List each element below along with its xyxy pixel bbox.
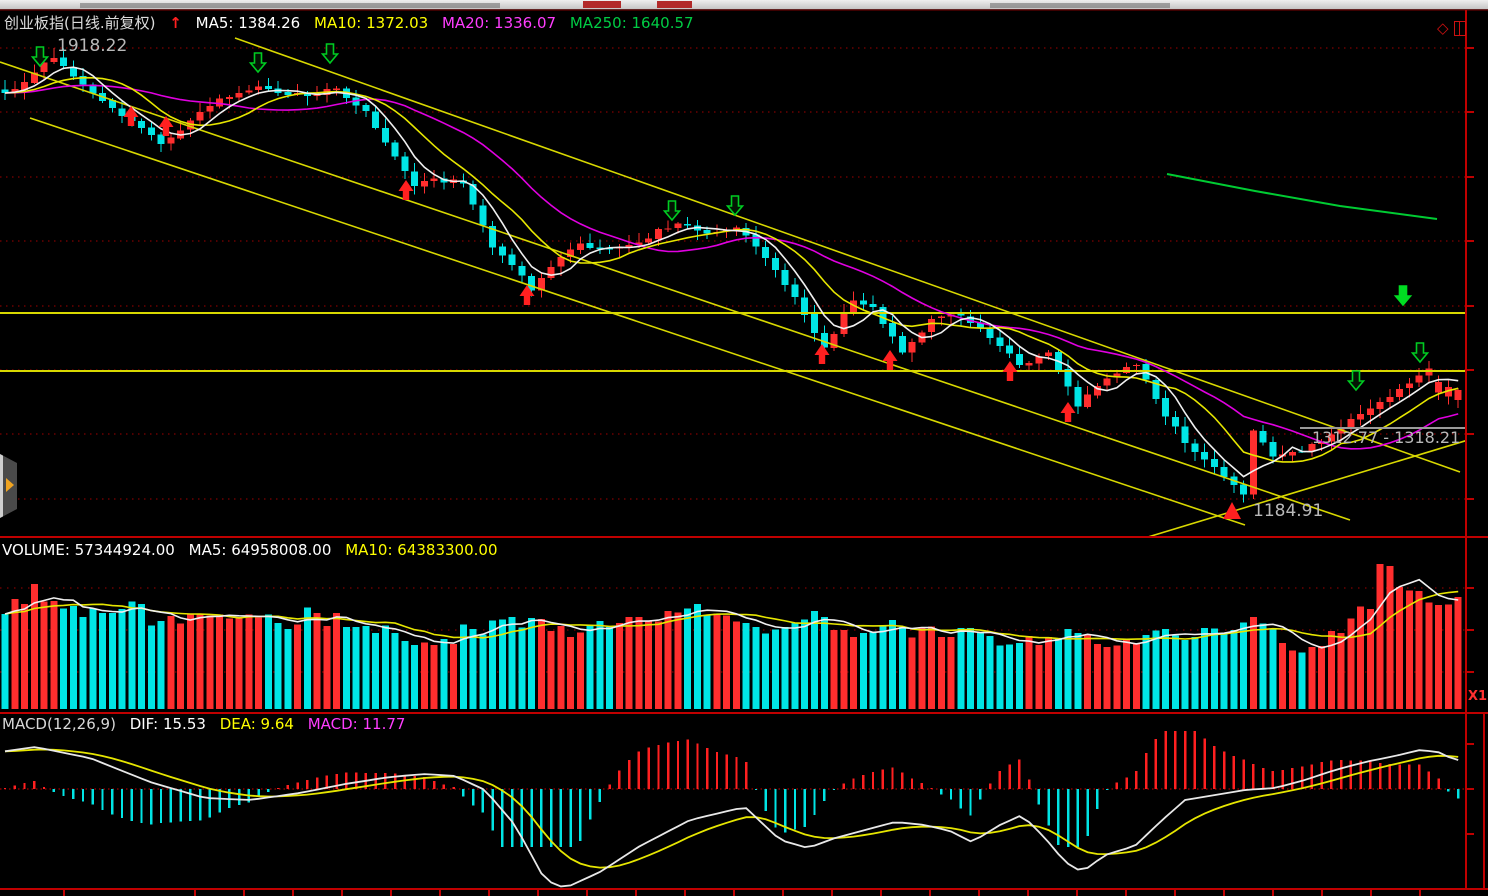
volume-ma10-value: MA10: 64383300.00: [345, 541, 498, 559]
ma10-legend: MA10: 1372.03: [314, 14, 429, 32]
main-chart-header: 创业板指(日线.前复权) ↑ MA5: 1384.26 MA10: 1372.0…: [4, 12, 703, 33]
period-low-label: 1184.91: [1253, 501, 1324, 521]
split-window-icon[interactable]: [1453, 21, 1466, 36]
menu-button-red[interactable]: [583, 1, 621, 8]
dea-value: DEA: 9.64: [219, 715, 294, 733]
dif-value: DIF: 15.53: [129, 715, 206, 733]
expand-right-icon: [6, 478, 14, 492]
volume-scale-multiplier: X1: [1468, 689, 1488, 704]
diamond-icon[interactable]: ◇: [1437, 19, 1449, 37]
volume-ma5-value: MA5: 64958008.00: [188, 541, 332, 559]
menu-text-fragment: [80, 3, 500, 8]
up-arrow-icon: ↑: [169, 14, 182, 32]
ma20-legend: MA20: 1336.07: [441, 14, 557, 32]
volume-pane-header: VOLUME: 57344924.00 MA5: 64958008.00 MA1…: [2, 541, 507, 559]
macd-value: MACD: 11.77: [307, 715, 406, 733]
macd-indicator-name: MACD(12,26,9): [2, 715, 116, 733]
sidebar-flyout-handle[interactable]: [0, 454, 17, 518]
volume-value: VOLUME: 57344924.00: [2, 541, 175, 559]
macd-pane-header: MACD(12,26,9) DIF: 15.53 DEA: 9.64 MACD:…: [2, 715, 414, 733]
menu-text-fragment: [990, 3, 1170, 8]
period-high-label: 1918.22: [57, 36, 128, 56]
gap-zone-label: 1312.77 - 1318.21: [1312, 428, 1461, 447]
instrument-title: 创业板指(日线.前复权): [4, 14, 156, 32]
pane-control-icons: ◇: [1437, 21, 1466, 36]
menu-button-red[interactable]: [657, 1, 692, 8]
ma5-legend: MA5: 1384.26: [195, 14, 301, 32]
ma250-legend: MA250: 1640.57: [569, 14, 694, 32]
